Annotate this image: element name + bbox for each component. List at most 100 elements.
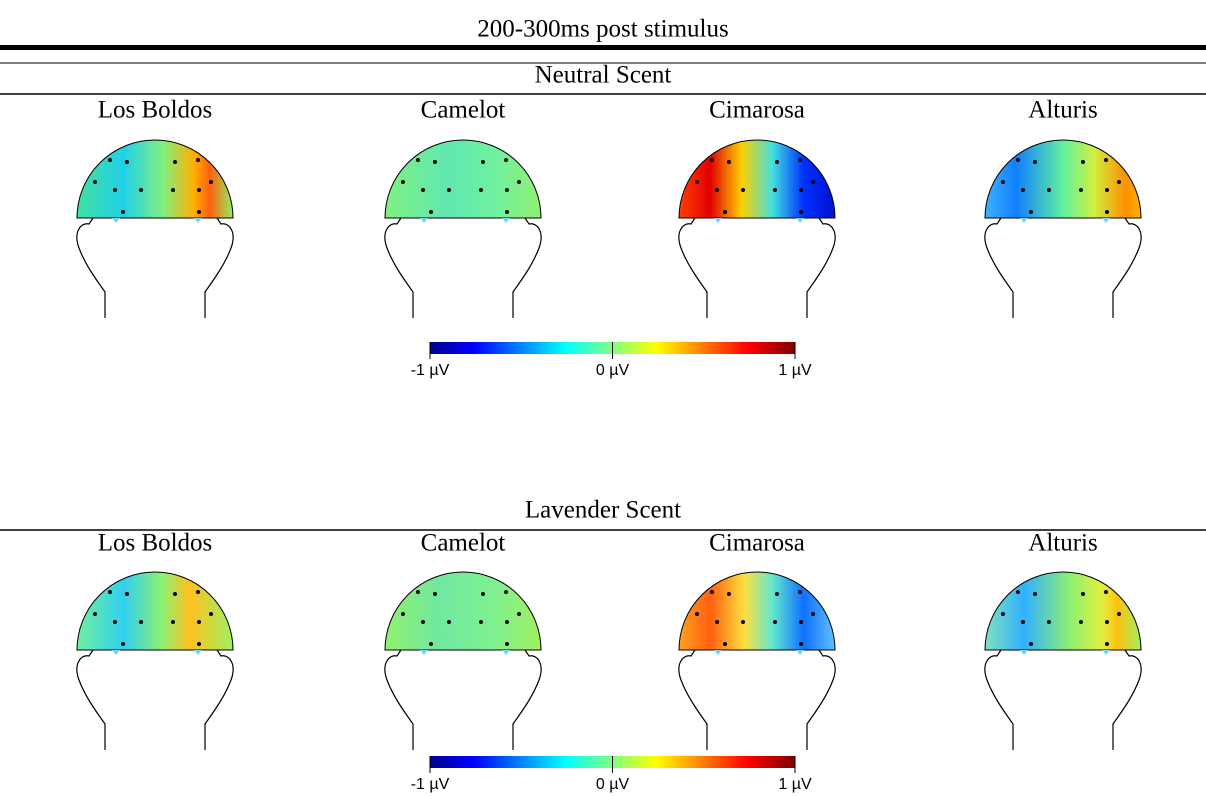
electrode: [1047, 620, 1051, 624]
electrode: [715, 620, 719, 624]
electrode: [1029, 210, 1033, 214]
electrode: [710, 158, 714, 162]
electrode: [695, 612, 699, 616]
figure-title: 200-300ms post stimulus: [477, 16, 728, 43]
electrode: [447, 620, 451, 624]
electrode: [113, 188, 117, 192]
electrode: [1016, 590, 1020, 594]
electrode: [113, 620, 117, 624]
electrode: [479, 188, 483, 192]
colorbar-tick-label: -1 µV: [411, 776, 450, 793]
panel-label: Camelot: [421, 97, 506, 124]
electrode: [1001, 612, 1005, 616]
electrode: [1104, 590, 1108, 594]
topomap: [76, 571, 234, 651]
electrode: [773, 620, 777, 624]
panel-label: Camelot: [421, 530, 506, 557]
head-outline: [984, 217, 1142, 318]
electrode: [416, 590, 420, 594]
panel-label: Los Boldos: [98, 530, 213, 557]
electrode: [1033, 592, 1037, 596]
electrode: [421, 188, 425, 192]
electrode: [479, 620, 483, 624]
head-outline: [384, 649, 542, 750]
electrode: [209, 180, 213, 184]
electrode: [401, 180, 405, 184]
nose-marker: [1020, 650, 1110, 655]
head-outline: [678, 217, 836, 318]
electrode: [1001, 180, 1005, 184]
head-outline: [76, 649, 234, 750]
colorbar-tick-label: -1 µV: [411, 362, 450, 379]
electrode: [1117, 180, 1121, 184]
electrode: [433, 160, 437, 164]
electrode: [798, 590, 802, 594]
electrode: [1016, 158, 1020, 162]
electrode: [209, 612, 213, 616]
electrode: [171, 188, 175, 192]
panel-label: Cimarosa: [709, 530, 805, 557]
topomap: [984, 139, 1142, 219]
electrode: [429, 210, 433, 214]
electrode: [197, 188, 201, 192]
electrode: [108, 158, 112, 162]
electrode: [1047, 188, 1051, 192]
electrode: [1021, 188, 1025, 192]
topomap: [678, 139, 836, 219]
electrode: [798, 158, 802, 162]
electrode: [433, 592, 437, 596]
electrode: [799, 210, 803, 214]
electrode: [108, 590, 112, 594]
electrode: [505, 620, 509, 624]
topomap: [384, 571, 542, 651]
electrode: [196, 158, 200, 162]
electrode: [1104, 158, 1108, 162]
electrode: [741, 188, 745, 192]
electrode: [1033, 160, 1037, 164]
electrode: [125, 160, 129, 164]
electrode: [517, 180, 521, 184]
electrode: [139, 188, 143, 192]
electrode: [447, 188, 451, 192]
electrode: [723, 210, 727, 214]
electrode: [197, 620, 201, 624]
electrode: [139, 620, 143, 624]
electrode: [1079, 620, 1083, 624]
colorbar-tick-label: 1 µV: [778, 362, 812, 379]
electrode: [799, 642, 803, 646]
electrode: [421, 620, 425, 624]
electrode: [799, 620, 803, 624]
nose-marker: [714, 650, 804, 655]
nose-marker: [420, 218, 510, 223]
nose-marker: [112, 650, 202, 655]
electrode: [173, 160, 177, 164]
electrode: [196, 590, 200, 594]
electrode: [1117, 612, 1121, 616]
topomap: [678, 571, 836, 651]
electrode: [401, 612, 405, 616]
electrode: [775, 592, 779, 596]
electrode: [1105, 210, 1109, 214]
electrode: [727, 592, 731, 596]
electrode: [197, 210, 201, 214]
panel-label: Alturis: [1028, 97, 1097, 124]
head-outline: [678, 649, 836, 750]
nose-marker: [420, 650, 510, 655]
electrode: [1105, 188, 1109, 192]
electrode: [773, 188, 777, 192]
electrode: [1021, 620, 1025, 624]
panel-label: Cimarosa: [709, 97, 805, 124]
electrode: [1081, 592, 1085, 596]
electrode: [121, 210, 125, 214]
electrode: [775, 160, 779, 164]
electrode: [505, 210, 509, 214]
electrode: [173, 592, 177, 596]
section-label: Lavender Scent: [525, 497, 681, 524]
topomap: [76, 139, 234, 219]
electrode: [517, 612, 521, 616]
nose-marker: [112, 218, 202, 223]
electrode: [727, 160, 731, 164]
electrode: [504, 590, 508, 594]
head-outline: [384, 217, 542, 318]
